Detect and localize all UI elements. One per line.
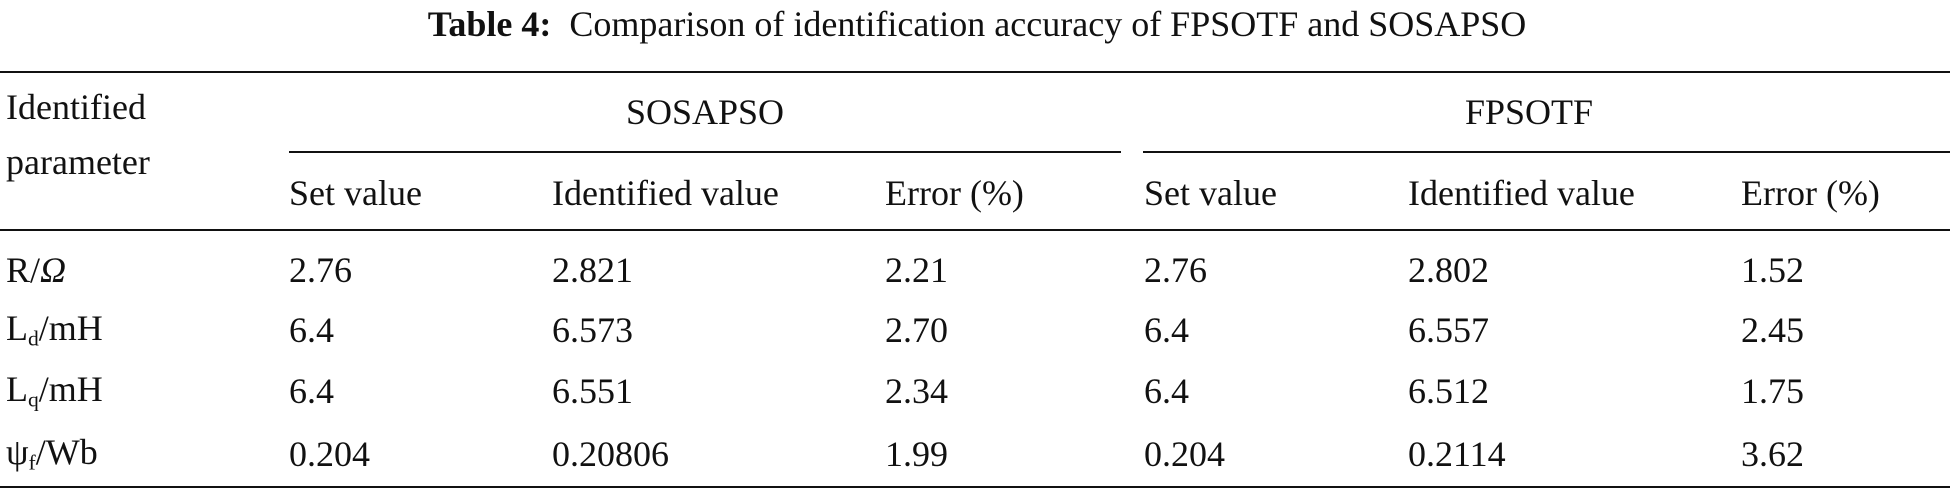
- label-symbol: ψ: [6, 432, 29, 473]
- cell: 1.75: [1741, 371, 1804, 411]
- label-unit: /mH: [38, 369, 103, 410]
- row-label: Lq/mH: [6, 371, 103, 411]
- cell: 2.34: [885, 371, 948, 411]
- cell: 3.62: [1741, 434, 1804, 474]
- caption-text: Comparison of identification accuracy of…: [569, 4, 1527, 44]
- cell: 2.821: [552, 250, 633, 290]
- group-rule: [1143, 151, 1950, 153]
- cell: 2.45: [1741, 310, 1804, 350]
- cell: 6.551: [552, 371, 633, 411]
- label-unit: /mH: [38, 308, 103, 349]
- row-label: Ld/mH: [6, 310, 103, 350]
- cell: 6.4: [1144, 371, 1189, 411]
- cell: 6.512: [1408, 371, 1489, 411]
- label-subscript: f: [28, 450, 36, 475]
- cell: 0.204: [289, 434, 370, 474]
- row-label: R/Ω: [6, 252, 66, 288]
- column-header: Set value: [1144, 173, 1277, 213]
- cell: 2.76: [289, 250, 352, 290]
- cell: 6.4: [289, 371, 334, 411]
- column-header: Error (%): [1741, 173, 1880, 213]
- top-rule: [0, 71, 1950, 73]
- column-header: Set value: [289, 173, 422, 213]
- label-subscript: q: [28, 387, 39, 412]
- cell: 0.20806: [552, 434, 669, 474]
- mid-rule: [0, 229, 1950, 231]
- cell: 6.573: [552, 310, 633, 350]
- label-unit: /Wb: [35, 432, 98, 473]
- label-subscript: d: [28, 326, 39, 351]
- cell: 1.99: [885, 434, 948, 474]
- row-header: parameter: [6, 142, 150, 182]
- cell: 2.70: [885, 310, 948, 350]
- label-text: R/: [6, 250, 41, 290]
- cell: 0.2114: [1408, 434, 1506, 474]
- bottom-rule: [0, 486, 1950, 488]
- label-symbol: Ω: [40, 250, 67, 290]
- group-rule: [289, 151, 1121, 153]
- cell: 6.557: [1408, 310, 1489, 350]
- row-label: ψf/Wb: [6, 434, 98, 474]
- cell: 2.76: [1144, 250, 1207, 290]
- column-header: Identified value: [1408, 173, 1635, 213]
- caption: Table 4: Comparison of identification ac…: [0, 6, 1954, 42]
- cell: 2.802: [1408, 250, 1489, 290]
- group-header: SOSAPSO: [625, 92, 785, 132]
- cell: 0.204: [1144, 434, 1225, 474]
- cell: 6.4: [1144, 310, 1189, 350]
- label-symbol: L: [6, 369, 28, 410]
- label-symbol: L: [6, 308, 28, 349]
- row-header: Identified: [6, 87, 146, 127]
- caption-label: Table 4:: [427, 4, 552, 44]
- column-header: Error (%): [885, 173, 1024, 213]
- cell: 1.52: [1741, 250, 1804, 290]
- cell: 2.21: [885, 250, 948, 290]
- column-header: Identified value: [552, 173, 779, 213]
- group-header: FPSOTF: [1464, 92, 1594, 132]
- cell: 6.4: [289, 310, 334, 350]
